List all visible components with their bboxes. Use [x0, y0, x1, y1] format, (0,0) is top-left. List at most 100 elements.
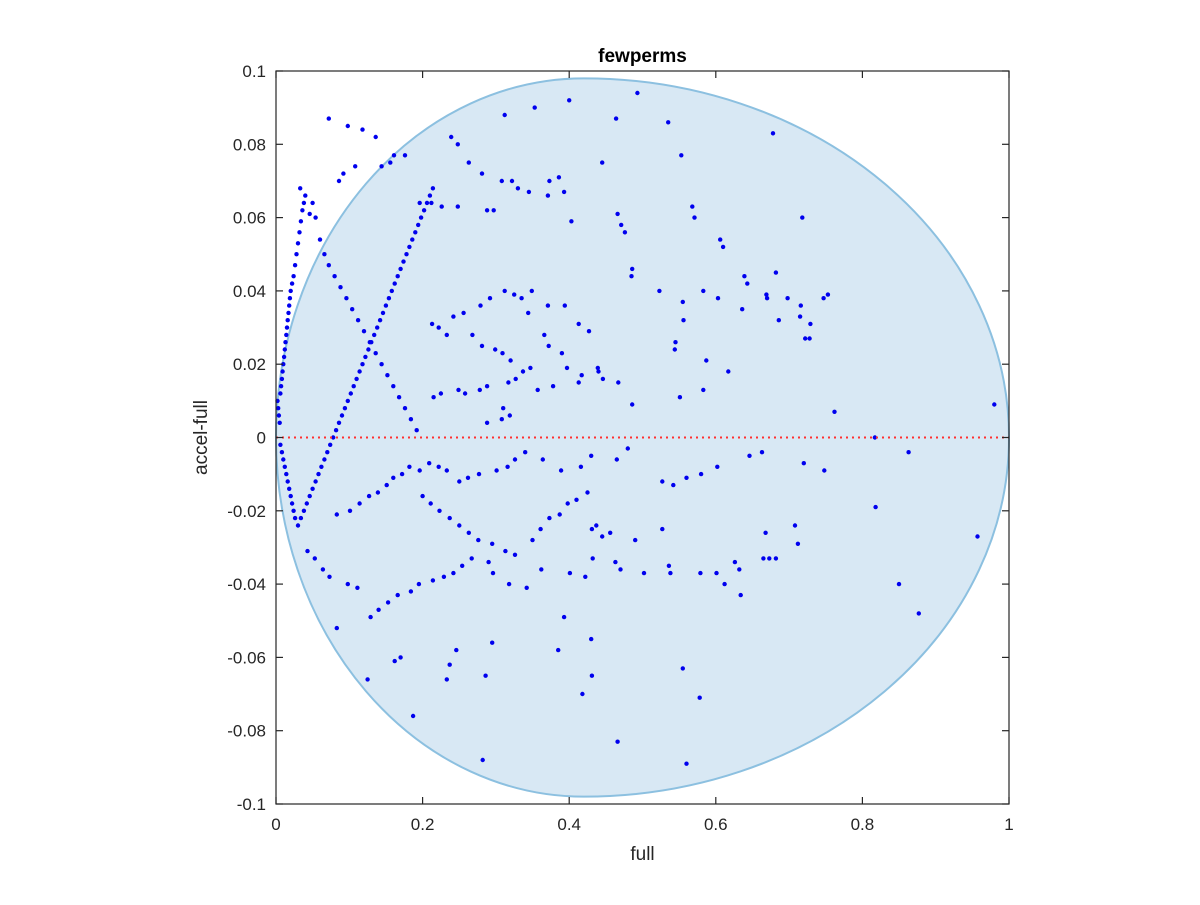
data-point [402, 153, 408, 158]
data-point [615, 211, 620, 217]
x-axis-ticks: 0 0.2 0.4 0.6 0.8 1 [271, 71, 1014, 834]
data-point [444, 677, 449, 682]
data-point [524, 585, 529, 590]
data-point [339, 413, 345, 418]
data-point [589, 673, 595, 678]
data-point [456, 387, 461, 393]
data-point [745, 281, 750, 286]
data-point [715, 296, 721, 301]
data-point [759, 450, 765, 455]
data-point [715, 464, 720, 469]
data-point [317, 237, 323, 242]
data-point [287, 303, 292, 308]
data-point [600, 160, 605, 165]
data-point [360, 362, 365, 367]
data-point [801, 461, 806, 466]
data-point [416, 222, 421, 228]
data-point [697, 695, 702, 700]
data-point [437, 508, 442, 513]
data-point [294, 252, 299, 257]
data-point [342, 406, 348, 411]
data-point [375, 490, 381, 495]
data-point [992, 402, 997, 407]
data-point [353, 164, 358, 169]
data-point [414, 428, 419, 433]
data-point [465, 475, 471, 480]
data-point [698, 471, 704, 477]
data-point [284, 471, 289, 477]
data-point [491, 208, 496, 213]
y-tick-label: 0.04 [233, 282, 266, 301]
data-point [530, 537, 535, 543]
data-point [466, 160, 471, 165]
data-point [336, 178, 342, 184]
data-point [671, 482, 676, 488]
data-point [399, 471, 405, 477]
data-point [461, 310, 466, 316]
data-point [680, 666, 685, 671]
data-point [396, 395, 402, 400]
data-point [589, 526, 595, 532]
data-point [718, 237, 723, 242]
data-point [395, 274, 400, 279]
data-point [561, 189, 567, 195]
data-point [348, 391, 353, 396]
data-point [332, 274, 337, 279]
data-point [579, 373, 584, 378]
data-point [565, 501, 570, 506]
data-point [798, 303, 803, 308]
data-point [366, 347, 371, 352]
data-point [596, 369, 601, 374]
data-point [714, 570, 719, 576]
data-point [310, 486, 315, 491]
data-point [301, 508, 307, 513]
y-tick-label: 0.08 [233, 135, 266, 154]
data-point [354, 376, 359, 382]
data-point [319, 464, 324, 469]
data-point [291, 508, 296, 513]
x-tick-label: 0 [271, 815, 280, 834]
data-point [574, 497, 579, 502]
data-point [486, 559, 491, 565]
data-point [313, 479, 318, 484]
data-point [529, 288, 534, 294]
data-point [666, 563, 672, 568]
data-point [380, 310, 386, 316]
data-point [512, 457, 518, 462]
data-point [310, 200, 315, 206]
data-point [410, 237, 415, 242]
data-point [490, 640, 495, 645]
data-point [385, 600, 391, 605]
data-point [430, 578, 436, 583]
data-point [345, 398, 350, 404]
x-tick-label: 0.4 [557, 815, 581, 834]
y-axis-ticks: 0.1 0.08 0.06 0.04 0.02 0 -0.02 -0.04 -0.06 -0.08… [227, 62, 1009, 814]
data-point [561, 614, 567, 620]
data-point [379, 362, 384, 367]
data-point [500, 351, 505, 356]
data-point [698, 570, 703, 576]
y-tick-label: -0.1 [237, 795, 266, 814]
data-point [379, 164, 384, 169]
data-point [418, 215, 424, 220]
data-point [625, 446, 630, 451]
data-point [391, 153, 397, 158]
data-point [690, 204, 695, 209]
data-point [761, 556, 766, 561]
data-point [660, 526, 665, 532]
data-point [451, 570, 456, 576]
data-point [292, 515, 298, 521]
data-point [413, 230, 418, 235]
data-point [726, 369, 731, 374]
data-point [542, 332, 547, 338]
data-point [392, 658, 397, 664]
data-point [792, 523, 798, 528]
data-point [506, 380, 511, 385]
data-point [298, 186, 303, 191]
data-point [363, 354, 368, 360]
data-point [896, 581, 902, 587]
data-point [630, 402, 635, 407]
data-point [679, 153, 684, 158]
